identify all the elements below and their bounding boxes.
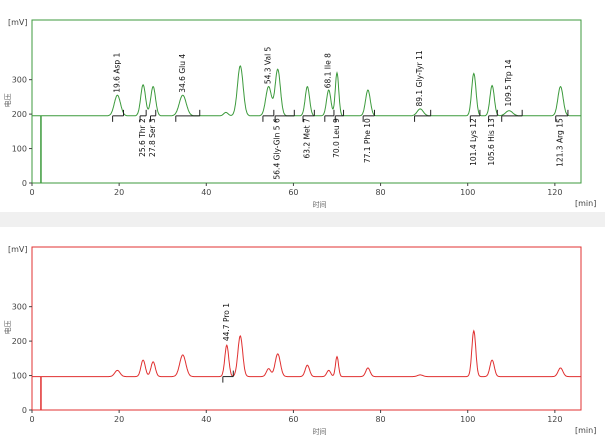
x-tick-label: 20 — [114, 415, 124, 424]
y-axis-label: 电压 — [3, 93, 12, 107]
peak-label: 121.3 Arg 15 — [556, 118, 565, 167]
x-tick-label: 100 — [460, 415, 475, 424]
peak-label: 77.1 Phe 10 — [363, 118, 372, 163]
peak-label: 70.0 Leu 9 — [332, 118, 341, 158]
x-unit-label: [min] — [575, 199, 596, 208]
peak-label: 101.4 Lys 12 — [469, 118, 478, 166]
signal-trace — [32, 331, 581, 410]
y-tick-label: 300 — [12, 303, 27, 312]
peak-label: 63.2 Met 7 — [302, 118, 311, 158]
x-tick-label: 40 — [201, 415, 211, 424]
x-axis-label: 时间 — [313, 427, 327, 436]
peak-label: 109.5 Trp 14 — [504, 59, 513, 106]
peak-label: 25.6 Thr 2 — [138, 118, 147, 157]
peak-label: 44.7 Pro 1 — [222, 303, 231, 341]
x-tick-label: 40 — [201, 188, 211, 197]
y-tick-label: 0 — [22, 179, 27, 188]
x-tick-label: 120 — [547, 415, 562, 424]
chromatogram-panel-top: 0 100 200 300 0 20 40 60 80 100 120 [mV] 电压 [min] 时间 19… — [0, 0, 605, 212]
y-axis-label: 电压 — [3, 320, 12, 334]
y-tick-label: 0 — [22, 406, 27, 415]
plot-frame — [32, 247, 581, 410]
y-unit-label: [mV] — [8, 245, 28, 254]
peak-label: 54.3 Val 5 — [264, 46, 273, 84]
y-tick-label: 100 — [12, 145, 27, 154]
x-axis-label: 时间 — [313, 200, 327, 209]
x-unit-label: [min] — [575, 426, 596, 435]
x-tick-label: 120 — [547, 188, 562, 197]
x-tick-label: 60 — [288, 415, 298, 424]
peak-label: 27.8 Ser 3 — [148, 118, 157, 157]
x-tick-label: 0 — [29, 415, 34, 424]
x-tick-label: 80 — [375, 188, 385, 197]
y-tick-label: 100 — [12, 372, 27, 381]
y-tick-label: 300 — [12, 76, 27, 85]
peak-label: 56.4 Gly-Gln 5 6 — [273, 118, 282, 179]
chromatogram-panel-bottom: 0 100 200 300 0 20 40 60 80 100 120 [mV] 电压 [min] 时间 44… — [0, 227, 605, 439]
x-tick-label: 100 — [460, 188, 475, 197]
x-tick-label: 20 — [114, 188, 124, 197]
x-tick-label: 80 — [375, 415, 385, 424]
peak-label: 89.1 Gly-Tyr 11 — [415, 50, 424, 106]
x-tick-label: 0 — [29, 188, 34, 197]
peak-label: 68.1 Ile 8 — [324, 53, 333, 88]
chromatogram-top: 0 100 200 300 0 20 40 60 80 100 120 [mV] 电压 [min] 时间 19… — [0, 0, 605, 212]
x-tick-label: 60 — [288, 188, 298, 197]
y-tick-label: 200 — [12, 110, 27, 119]
peak-label: 19.6 Asp 1 — [112, 52, 121, 92]
y-unit-label: [mV] — [8, 18, 28, 27]
peak-label: 34.6 Glu 4 — [178, 54, 187, 93]
y-tick-label: 200 — [12, 337, 27, 346]
panel-separator — [0, 212, 605, 227]
peak-label: 105.6 His 13 — [487, 118, 496, 166]
chromatogram-bottom: 0 100 200 300 0 20 40 60 80 100 120 [mV] 电压 [min] 时间 44… — [0, 227, 605, 439]
